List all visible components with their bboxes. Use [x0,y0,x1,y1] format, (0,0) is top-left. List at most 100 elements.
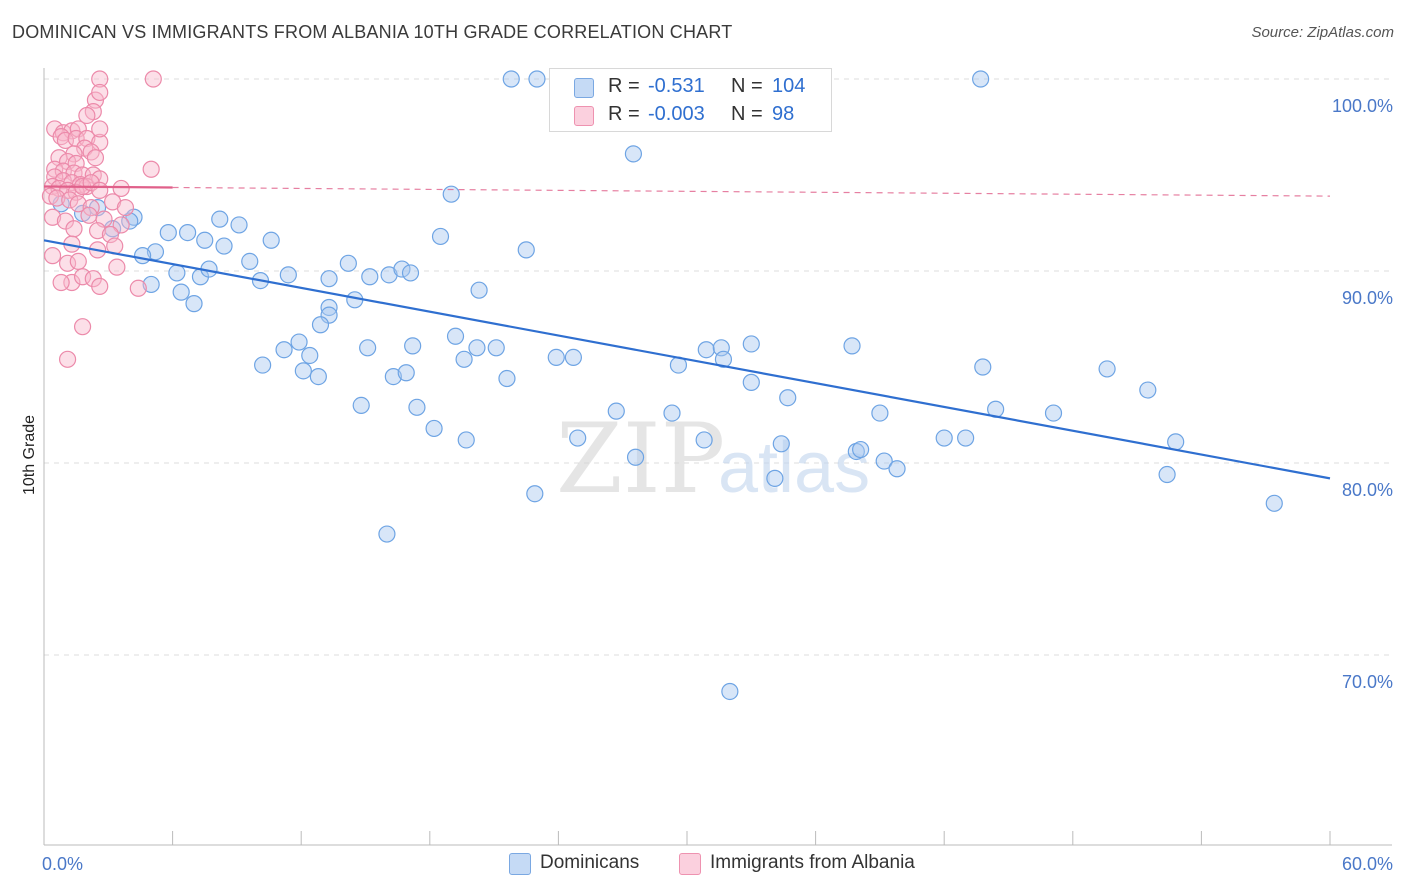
data-point [401,264,420,282]
axes [43,68,1392,846]
data-point [43,208,62,226]
data-point [957,429,975,447]
data-point [564,348,583,366]
data-point [974,358,992,376]
data-point [408,398,426,416]
bottom-legend-swatch-dominicans [509,853,531,875]
data-point [262,231,280,249]
data-point [569,429,587,447]
data-point [339,254,357,272]
data-point [91,181,109,199]
data-point [361,268,379,286]
y-axis-label: 10th Grade [21,415,38,495]
data-point [142,275,160,294]
watermark-zip: ZIP [556,403,725,515]
data-point [80,206,98,224]
legend-row-albania: R = -0.003 N = 98 [550,101,831,129]
data-point [52,273,70,292]
x-tick-label: 60.0% [1342,854,1393,874]
stats-legend: R = -0.531 N = 104 R = -0.003 N = 98 [549,68,832,132]
data-point [275,341,293,359]
data-point [179,224,197,242]
bottom-legend-swatch-albania [679,853,701,875]
data-point [455,350,473,368]
data-point [935,429,953,447]
trend-lines [43,185,1331,480]
data-point [378,525,396,543]
chart-title: DOMINICAN VS IMMIGRANTS FROM ALBANIA 10T… [12,22,733,42]
data-point [1098,360,1116,378]
data-point [972,70,990,88]
data-point [88,222,107,240]
data-point [1139,381,1157,399]
data-point [352,396,370,414]
data-point [61,191,79,209]
data-point [230,216,248,234]
bottom-legend-label-albania: Immigrants from Albania [710,852,915,873]
data-point [91,277,109,295]
data-point [875,452,893,470]
data-point [78,106,96,125]
legend-r-value: -0.003 [648,103,705,125]
data-point [624,145,643,163]
data-point [528,70,546,88]
data-point [142,160,160,178]
y-tick-label: 90.0% [1342,288,1393,308]
data-point [843,337,861,355]
data-point [254,356,272,374]
data-point [871,404,889,422]
data-point [121,212,139,230]
trendline-albania-extension [172,186,1331,197]
legend-row-dominicans: R = -0.531 N = 104 [550,73,831,101]
data-point [663,404,681,422]
data-point [1167,433,1185,451]
data-point [73,204,92,222]
data-point [215,237,233,255]
data-point [626,448,645,466]
legend-r-label: R = [608,103,640,125]
data-point [742,373,760,391]
data-point [697,341,715,359]
data-point [517,241,535,259]
data-point [279,266,297,284]
data-point [547,348,565,366]
data-point [41,187,60,205]
series-albania-points [41,70,162,368]
data-point [241,252,259,270]
data-point [487,339,505,357]
data-point [116,199,135,217]
data-point [425,419,443,438]
data-point [852,440,870,459]
data-point [133,247,152,265]
trendline-dominicans [43,239,1331,480]
data-point [457,431,475,449]
data-point [311,316,330,334]
y-tick-labels: 70.0% 80.0% 90.0% 100.0% [1332,96,1393,692]
data-point [86,149,105,167]
data-point [442,185,460,203]
data-point [54,162,72,180]
source-credit: Source: ZipAtlas.com [1251,24,1394,41]
data-point [498,369,516,388]
data-point [211,210,229,228]
data-point [73,268,92,286]
watermark-atlas: atlas [718,428,870,508]
data-point [91,83,109,102]
data-point [112,216,130,234]
data-point [446,327,465,345]
trendline-albania [43,185,173,189]
y-tick-label: 100.0% [1332,96,1393,116]
data-point [359,339,377,357]
data-point [309,368,327,386]
data-point [65,220,83,238]
bottom-legend-label-dominicans: Dominicans [540,852,640,873]
data-point [779,389,797,407]
data-point [721,682,739,701]
data-point [470,281,488,299]
x-tick-label: 0.0% [42,854,83,874]
data-point [742,335,760,353]
data-point [108,258,126,276]
data-point [468,339,486,357]
data-point [397,364,415,382]
